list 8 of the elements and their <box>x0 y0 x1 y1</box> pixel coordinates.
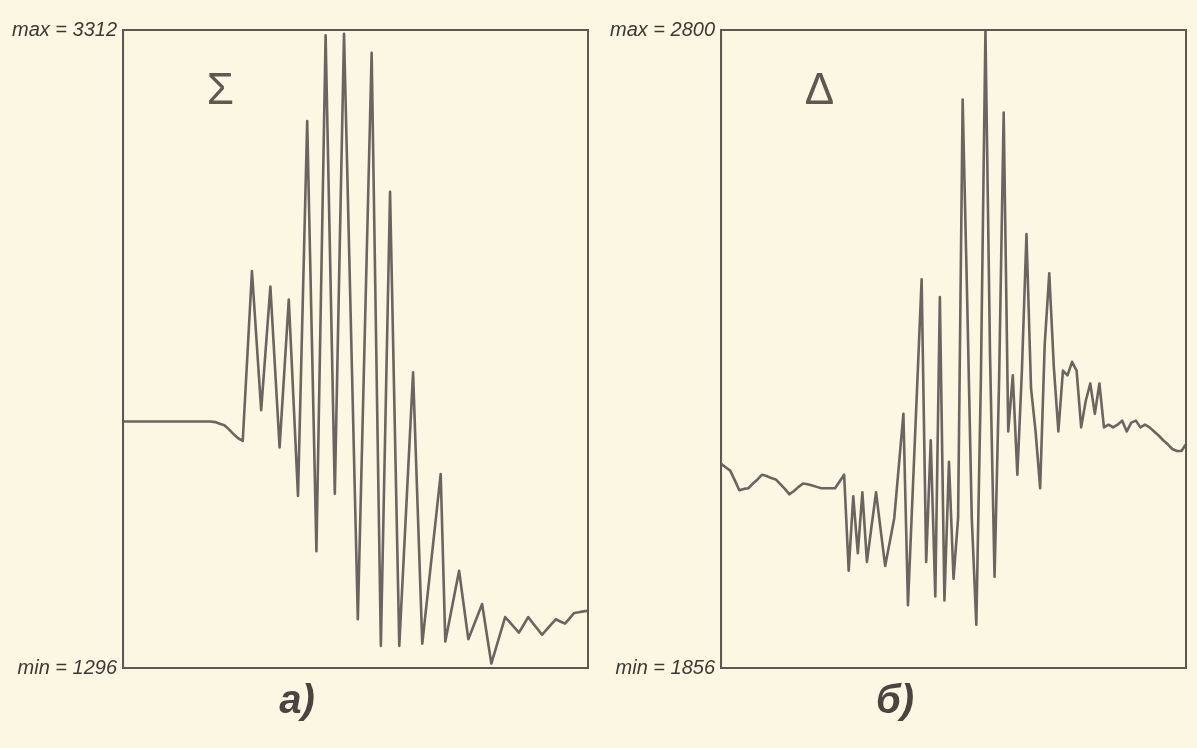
y-tick-label: max = 2800 <box>609 17 716 40</box>
y-tick-label: min = 1296 <box>17 655 118 678</box>
y-tick-label: max = 3312 <box>11 17 118 40</box>
y-tick-label: min = 1856 <box>615 655 716 678</box>
annotation: Σ <box>206 64 234 114</box>
annotation: Δ <box>804 64 835 114</box>
text: а) <box>279 677 315 722</box>
text: б) <box>875 677 915 722</box>
